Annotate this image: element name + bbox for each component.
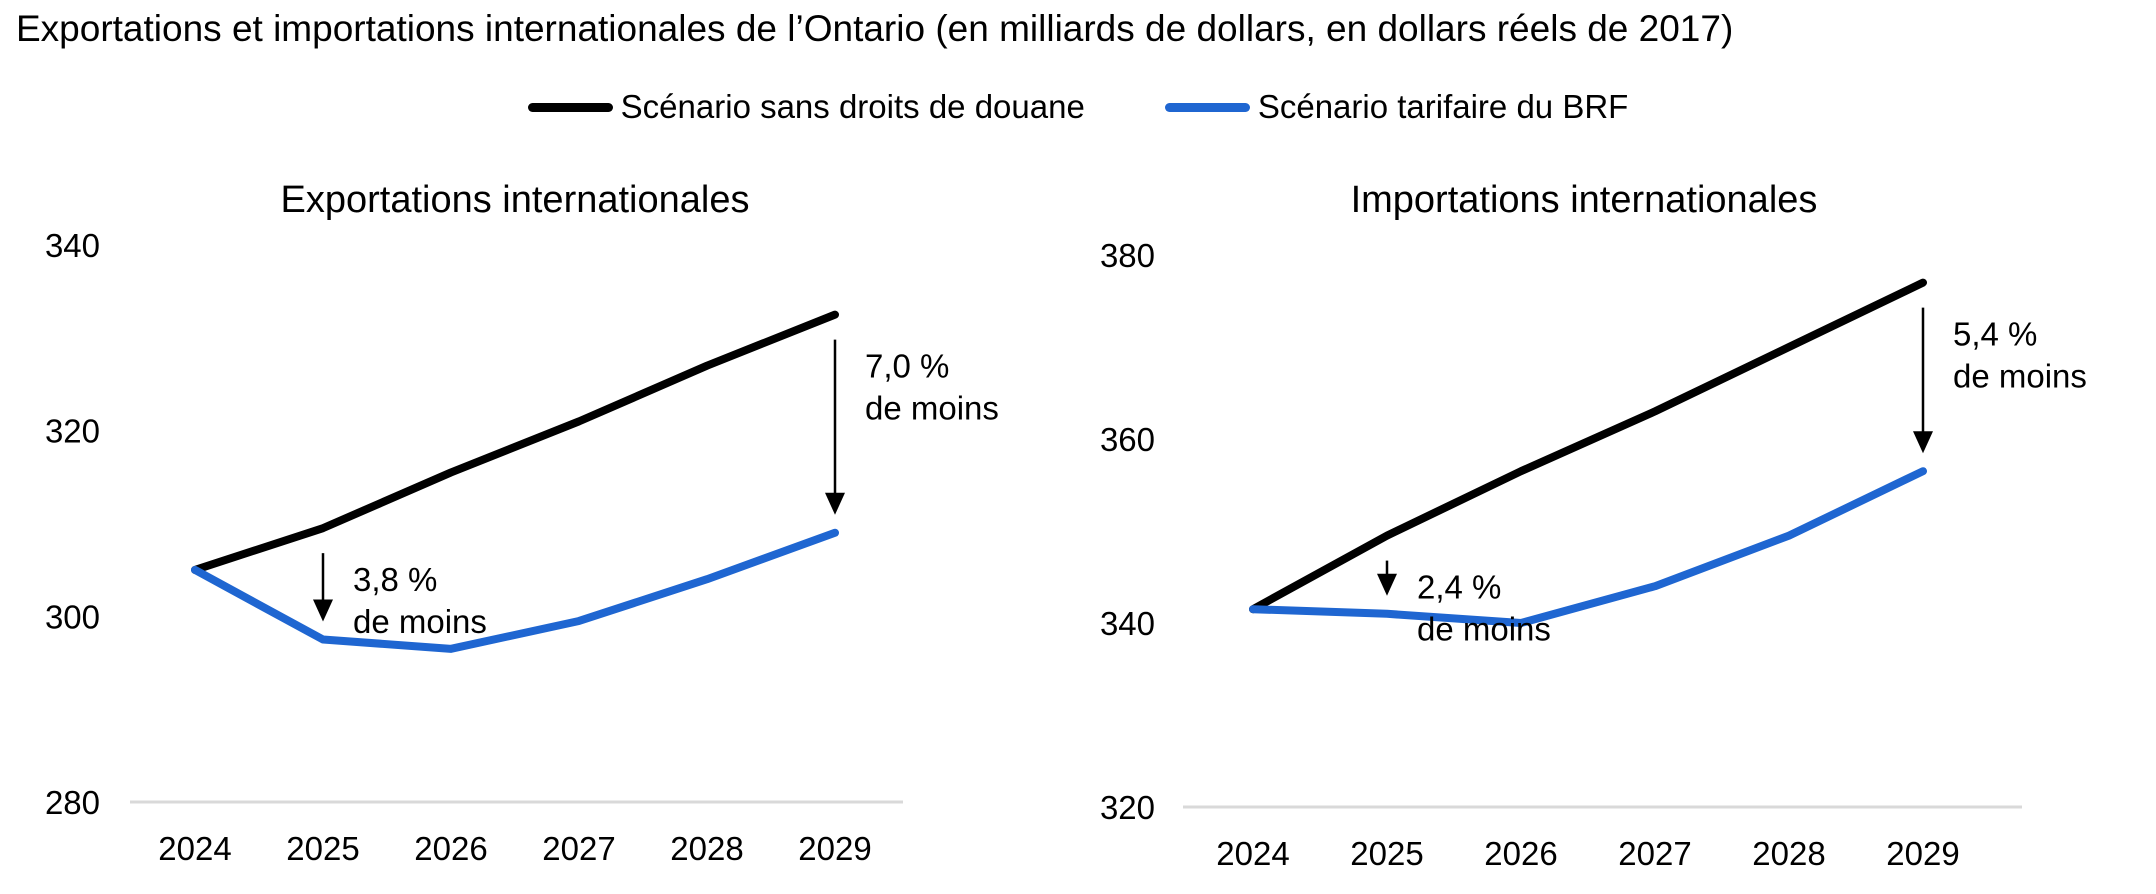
y-tick-label: 380 (1100, 237, 1155, 274)
difference-arrowhead (1913, 431, 1933, 454)
legend-label: Scénario sans droits de douane (620, 88, 1085, 125)
series-line-no-tariff (1249, 278, 1927, 614)
series-line-tariff (191, 528, 839, 653)
difference-arrowhead (1377, 573, 1397, 596)
legend-label: Scénario tarifaire du BRF (1257, 88, 1629, 125)
legend-swatch-blue (1164, 102, 1250, 112)
series-line-tariff (1249, 467, 1927, 627)
x-tick-label: 2027 (1618, 835, 1691, 872)
legend: Scénario sans droits de douane Scénario … (0, 88, 2156, 126)
difference-label-percent: 2,4 % (1417, 569, 1501, 606)
x-tick-label: 2028 (1752, 835, 1825, 872)
x-tick-label: 2025 (1350, 835, 1423, 872)
y-tick-label: 340 (1100, 605, 1155, 642)
series-line-no-tariff (191, 310, 839, 574)
x-tick-label: 2025 (286, 830, 359, 867)
x-tick-label: 2029 (1886, 835, 1959, 872)
legend-item-no-tariff: Scénario sans droits de douane (527, 88, 1085, 126)
difference-label-text: de moins (1953, 358, 2087, 395)
difference-label-percent: 5,4 % (1953, 316, 2037, 353)
x-tick-label: 2026 (414, 830, 487, 867)
difference-label-text: de moins (353, 603, 487, 640)
x-tick-label: 2024 (158, 830, 231, 867)
y-tick-label: 340 (45, 227, 100, 264)
difference-arrowhead (825, 492, 845, 515)
panel-title: Importations internationales (1351, 179, 1818, 221)
x-tick-label: 2024 (1216, 835, 1289, 872)
y-tick-label: 360 (1100, 421, 1155, 458)
x-tick-label: 2029 (798, 830, 871, 867)
legend-swatch-black (527, 102, 613, 112)
difference-label-percent: 7,0 % (865, 348, 949, 385)
difference-label-text: de moins (1417, 611, 1551, 648)
panel-title: Exportations internationales (281, 179, 750, 221)
x-tick-label: 2027 (542, 830, 615, 867)
difference-label-percent: 3,8 % (353, 561, 437, 598)
legend-item-tariff: Scénario tarifaire du BRF (1164, 88, 1629, 126)
y-tick-label: 320 (1100, 789, 1155, 826)
figure-title: Exportations et importations internation… (16, 8, 1734, 49)
x-tick-label: 2026 (1484, 835, 1557, 872)
x-tick-label: 2028 (670, 830, 743, 867)
difference-label-text: de moins (865, 390, 999, 427)
y-tick-label: 280 (45, 784, 100, 821)
y-tick-label: 320 (45, 413, 100, 450)
difference-arrowhead (313, 599, 333, 622)
y-tick-label: 300 (45, 598, 100, 635)
